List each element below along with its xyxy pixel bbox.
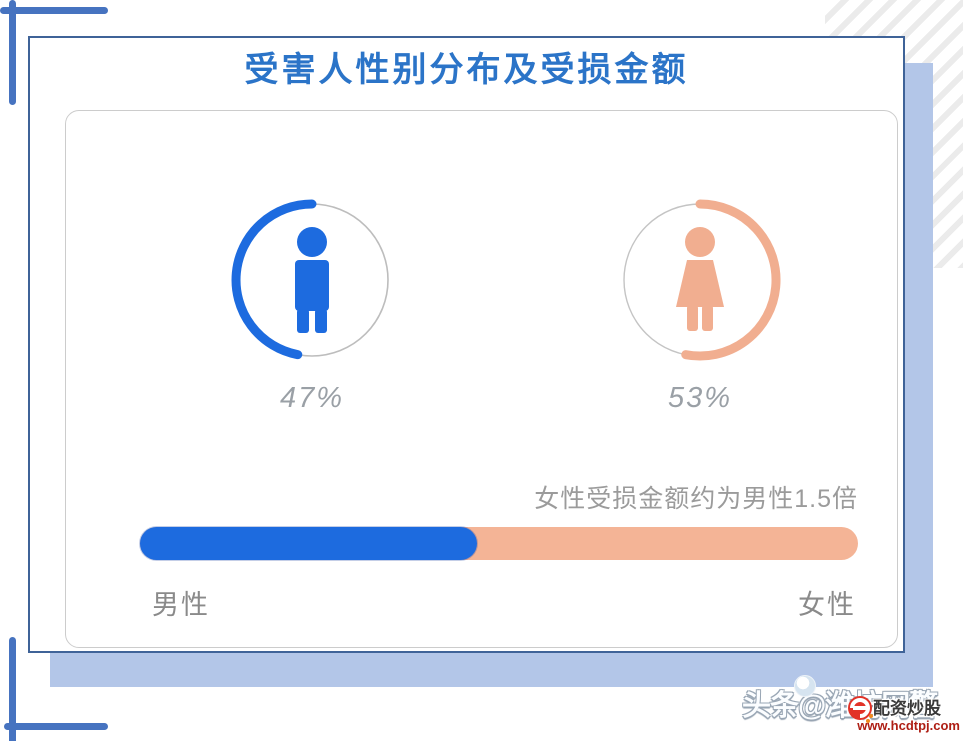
chart-card bbox=[65, 110, 898, 648]
e-logo-dot2 bbox=[866, 719, 870, 723]
bottom-left-bracket-vertical bbox=[9, 637, 16, 741]
top-left-bracket-horizontal bbox=[0, 7, 108, 14]
female-arc-53pct bbox=[681, 199, 781, 361]
female-icon-right-leg bbox=[702, 305, 713, 331]
bar-male-fill bbox=[140, 527, 478, 560]
watermark-url: www.hcdtpj.com bbox=[857, 718, 960, 733]
e-logo-swirl bbox=[850, 698, 870, 718]
female-icon-head bbox=[685, 227, 715, 257]
male-arc-47pct bbox=[231, 199, 317, 360]
female-percent-label: 53% bbox=[667, 382, 733, 414]
male-donut-gauge bbox=[231, 199, 389, 360]
female-icon-dress bbox=[676, 260, 724, 307]
loss-ratio-caption: 女性受损金额约为男性1.5倍 bbox=[534, 485, 858, 513]
male-person-icon bbox=[295, 227, 329, 333]
red-e-logo-icon bbox=[848, 696, 873, 723]
male-icon-body bbox=[295, 260, 329, 311]
watermark-cluster: 头条@潍坊网警 配资炒股 www.hcdtpj.com bbox=[742, 670, 962, 740]
e-logo-dot1 bbox=[869, 714, 873, 718]
female-axis-label: 女性 bbox=[798, 590, 856, 620]
overlay-watermark-text: 配资炒股 bbox=[873, 699, 941, 718]
male-axis-label: 男性 bbox=[152, 590, 210, 620]
bottom-left-bracket-horizontal bbox=[4, 723, 108, 730]
chart-title: 受害人性别分布及受损金额 bbox=[244, 51, 689, 89]
female-person-icon bbox=[676, 227, 724, 331]
e-logo-bar bbox=[853, 706, 866, 710]
female-icon-left-leg bbox=[687, 305, 698, 331]
male-percent-label: 47% bbox=[279, 382, 345, 414]
top-left-bracket-vertical bbox=[9, 0, 16, 105]
female-donut-gauge bbox=[623, 199, 781, 361]
male-icon-right-leg bbox=[315, 309, 327, 333]
toutiao-watermark-text: 头条@潍坊网警 bbox=[742, 690, 938, 722]
male-icon-left-leg bbox=[297, 309, 309, 333]
male-icon-head bbox=[297, 227, 327, 257]
loss-amount-bar bbox=[140, 527, 858, 560]
bar-axis-labels: 男性 女性 bbox=[152, 583, 856, 622]
watermark-avatar-icon bbox=[794, 675, 816, 697]
